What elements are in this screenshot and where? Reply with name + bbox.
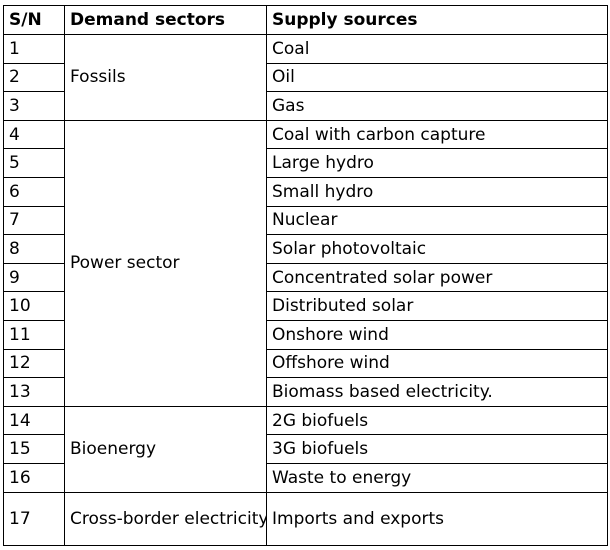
source-cell: Distributed solar xyxy=(266,291,608,321)
source-cell: Waste to energy xyxy=(266,462,608,493)
sn-cell: 11 xyxy=(3,319,65,350)
header-sn: S/N xyxy=(3,5,65,35)
table-row: 16 Waste to energy xyxy=(3,462,608,493)
table-row: 5 Large hydro xyxy=(3,148,608,178)
source-cell: Coal with carbon capture xyxy=(266,119,608,150)
supply-sources-table: S/N Demand sectors Supply sources 1 Foss… xyxy=(3,5,608,546)
source-cell: Solar photovoltaic xyxy=(266,234,608,264)
sn-cell: 8 xyxy=(3,234,65,264)
table-row: 17 Cross-border electricity trade Import… xyxy=(3,491,608,546)
source-cell: Biomass based electricity. xyxy=(266,377,608,407)
source-cell: Nuclear xyxy=(266,205,608,236)
table-row: 10 Distributed solar xyxy=(3,291,608,321)
source-cell: Coal xyxy=(266,34,608,64)
sector-power: Power sector xyxy=(64,119,267,407)
sn-cell: 14 xyxy=(3,405,65,436)
sn-cell: 2 xyxy=(3,62,65,93)
source-cell: Concentrated solar power xyxy=(266,262,608,293)
source-cell: Small hydro xyxy=(266,176,608,207)
table-row: 13 Biomass based electricity. xyxy=(3,377,608,407)
sn-cell: 13 xyxy=(3,377,65,407)
sn-cell: 16 xyxy=(3,462,65,493)
source-cell: Onshore wind xyxy=(266,319,608,350)
sn-cell: 3 xyxy=(3,91,65,121)
source-cell: Offshore wind xyxy=(266,348,608,379)
table-row: 4 Power sector Coal with carbon capture xyxy=(3,119,608,407)
sector-bioenergy: Bioenergy xyxy=(64,405,267,493)
sn-cell: 12 xyxy=(3,348,65,379)
table-row: 7 Nuclear xyxy=(3,205,608,236)
source-cell: 2G biofuels xyxy=(266,405,608,436)
source-cell: Large hydro xyxy=(266,148,608,178)
source-cell: Oil xyxy=(266,62,608,93)
table-row: 14 Bioenergy 2G biofuels xyxy=(3,405,608,493)
sn-cell: 9 xyxy=(3,262,65,293)
table-row: 1 Fossils Coal xyxy=(3,34,608,121)
source-cell: Imports and exports xyxy=(266,491,608,546)
sn-cell: 6 xyxy=(3,176,65,207)
sn-cell: 4 xyxy=(3,119,65,150)
table-row: 9 Concentrated solar power xyxy=(3,262,608,293)
table-row: 12 Offshore wind xyxy=(3,348,608,379)
header-supply-sources: Supply sources xyxy=(266,5,608,35)
header-demand-sectors: Demand sectors xyxy=(64,5,267,35)
sector-cross-border: Cross-border electricity trade xyxy=(64,491,267,546)
sn-cell: 5 xyxy=(3,148,65,178)
sn-cell: 7 xyxy=(3,205,65,236)
sn-cell: 1 xyxy=(3,34,65,64)
sn-cell: 17 xyxy=(3,491,65,546)
sector-fossils: Fossils xyxy=(64,34,267,121)
header-row: S/N Demand sectors Supply sources xyxy=(3,5,608,35)
table-row: 6 Small hydro xyxy=(3,176,608,207)
source-cell: Gas xyxy=(266,91,608,121)
sn-cell: 10 xyxy=(3,291,65,321)
table-row: 8 Solar photovoltaic xyxy=(3,234,608,264)
sn-cell: 15 xyxy=(3,434,65,464)
table-row: 3 Gas xyxy=(3,91,608,121)
source-cell: 3G biofuels xyxy=(266,434,608,464)
